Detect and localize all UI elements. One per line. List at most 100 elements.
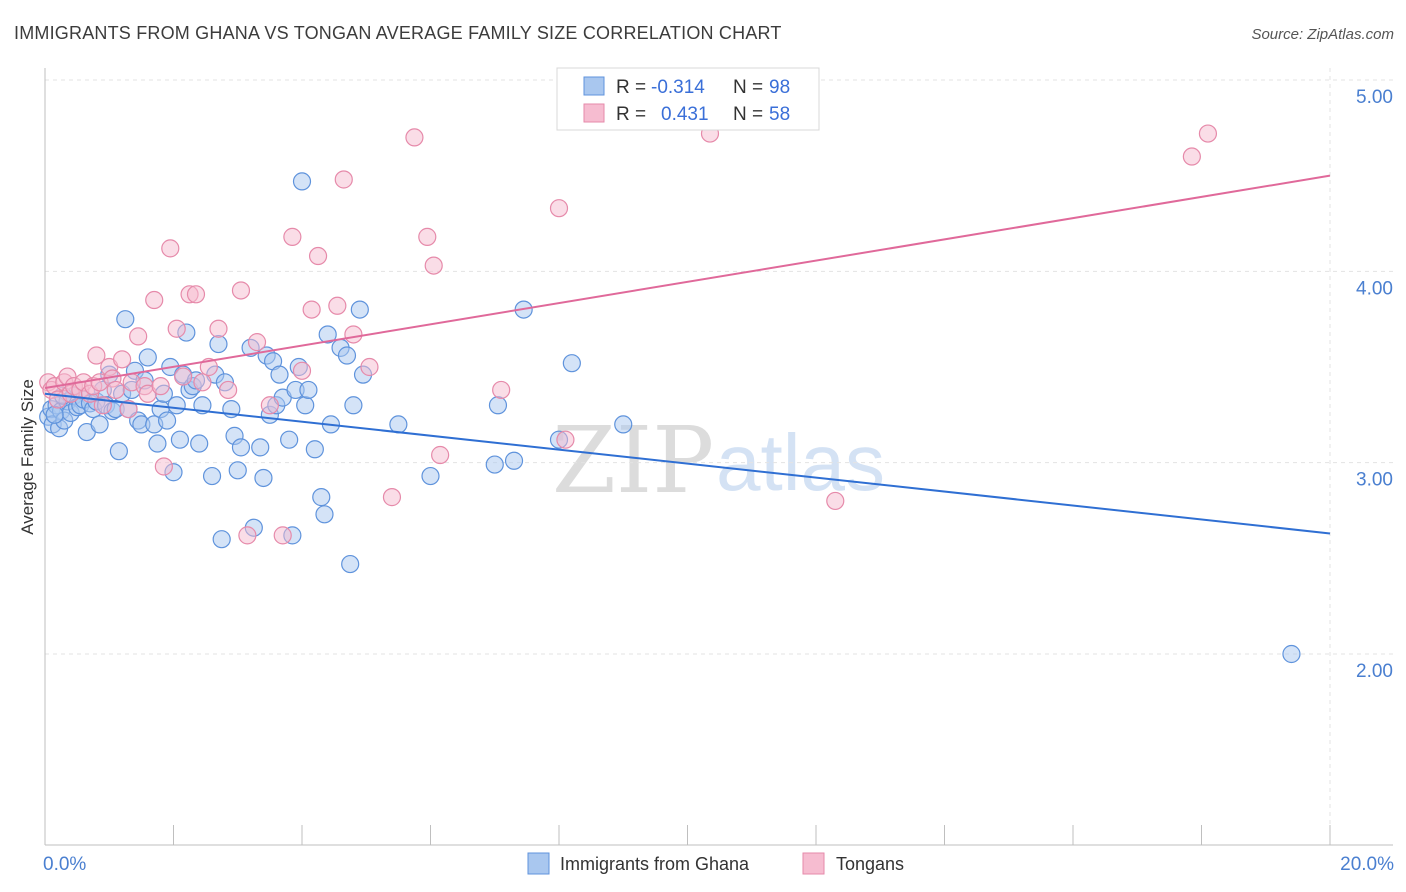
ghana-point-49 [202, 466, 222, 486]
ghana-point-95 [1282, 644, 1301, 664]
trend-line-tongans [44, 174, 1331, 390]
legend-top: R = -0.314 N = 98 R = 0.431 N = 58 [556, 67, 820, 131]
watermark-zip: ZIP [552, 407, 714, 514]
ghana-point-84 [350, 300, 369, 319]
tongans-point-52 [424, 256, 443, 275]
legend-n-label-ghana: N = [733, 77, 763, 98]
tongans-point-18 [112, 350, 132, 369]
tongans-point-50 [405, 128, 424, 147]
tongans-point-19 [119, 399, 138, 419]
tongans-point-45 [328, 296, 347, 315]
y-axis-label: Average Family Size [18, 379, 37, 535]
tongans-point-36 [231, 281, 251, 300]
tongans-point-54 [492, 380, 511, 400]
tongans-point-59 [1182, 147, 1201, 166]
tongans-point-47 [344, 325, 363, 344]
tongans-point-60 [1198, 124, 1218, 143]
ghana-point-74 [299, 380, 318, 400]
ghana-point-57 [231, 438, 251, 457]
bottom-legend-label-tongans: Tongans [836, 854, 904, 874]
series-tongans [39, 124, 1218, 545]
tongans-point-42 [292, 361, 312, 380]
bottom-legend-swatch-ghana [527, 852, 550, 875]
ghana-point-37 [157, 411, 177, 430]
y-tick-labels: 2.00 3.00 4.00 5.00 [1356, 87, 1393, 682]
tongans-point-17 [106, 380, 125, 400]
x-tick-marks [44, 825, 1331, 845]
tongans-point-39 [260, 396, 279, 415]
y-tick-label-3: 5.00 [1356, 87, 1393, 108]
tongans-point-44 [308, 246, 328, 266]
legend-r-value-ghana: -0.314 [651, 77, 705, 98]
ghana-point-73 [296, 396, 315, 415]
ghana-point-75 [305, 440, 324, 459]
tongans-point-41 [283, 227, 302, 246]
bottom-legend-label-ghana: Immigrants from Ghana [560, 854, 750, 874]
y-tick-label-0: 2.00 [1356, 661, 1393, 682]
ghana-point-60 [251, 438, 270, 457]
legend-r-label-ghana: R = [616, 77, 646, 98]
tongans-point-31 [186, 285, 206, 304]
tongans-point-12 [87, 346, 106, 365]
ghana-point-87 [421, 466, 440, 486]
ghana-point-90 [504, 451, 524, 470]
ghana-point-96 [45, 405, 64, 424]
tongans-point-40 [273, 526, 292, 545]
tongans-point-49 [382, 488, 402, 507]
tongans-point-46 [334, 170, 353, 189]
tongans-point-21 [129, 327, 148, 346]
x-tick-label-max: 20.0% [1340, 854, 1394, 875]
tongans-point-37 [238, 526, 257, 545]
ghana-point-34 [148, 434, 167, 453]
tongans-point-35 [219, 380, 238, 400]
legend-r-label-tongans: R = [616, 104, 646, 125]
tongans-point-51 [418, 227, 437, 246]
tongans-point-48 [360, 357, 379, 377]
trend-line-ghana [44, 392, 1331, 535]
tongans-point-33 [199, 357, 218, 377]
ghana-point-72 [292, 172, 312, 191]
ghana-point-66 [270, 365, 289, 384]
y-tick-label-2: 4.00 [1356, 278, 1393, 299]
ghana-point-86 [389, 415, 408, 434]
ghana-point-93 [562, 354, 581, 373]
tongans-point-25 [151, 377, 170, 396]
tongans-point-56 [556, 430, 575, 449]
legend-n-value-ghana: 98 [769, 77, 790, 98]
ghana-point-41 [170, 430, 190, 449]
ghana-point-88 [485, 455, 504, 474]
tongans-point-26 [154, 457, 173, 476]
x-tick-label-min: 0.0% [43, 854, 86, 875]
ghana-point-40 [167, 396, 186, 415]
tongans-point-32 [193, 373, 212, 392]
legend-swatch-tongans [583, 103, 605, 123]
ghana-point-52 [212, 530, 231, 549]
legend-n-label-tongans: N = [733, 104, 763, 125]
ghana-point-25 [116, 310, 135, 329]
tongans-point-53 [431, 445, 450, 465]
tongans-point-55 [549, 199, 569, 218]
legend-swatch-ghana [583, 76, 605, 96]
y-tick-label-1: 3.00 [1356, 470, 1393, 491]
ghana-point-77 [315, 505, 334, 524]
ghana-point-94 [614, 415, 633, 434]
ghana-point-89 [488, 396, 508, 415]
legend-r-value-tongans: 0.431 [661, 104, 709, 125]
ghana-point-83 [344, 396, 363, 415]
ghana-point-61 [254, 468, 273, 488]
bottom-legend-swatch-tongans [802, 852, 825, 875]
tongans-point-58 [826, 491, 845, 511]
ghana-point-23 [109, 442, 128, 461]
tongans-point-27 [161, 239, 180, 258]
legend-n-value-tongans: 58 [769, 104, 790, 125]
ghana-point-68 [280, 430, 299, 449]
ghana-point-32 [138, 348, 157, 367]
ghana-point-51 [209, 334, 228, 354]
tongans-point-34 [209, 319, 228, 338]
source-label: Source: ZipAtlas.com [1251, 26, 1394, 43]
ghana-point-56 [228, 461, 247, 480]
ghana-point-47 [190, 434, 209, 453]
ghana-point-17 [90, 415, 109, 434]
legend-bottom: Immigrants from Ghana Tongans [527, 852, 904, 875]
